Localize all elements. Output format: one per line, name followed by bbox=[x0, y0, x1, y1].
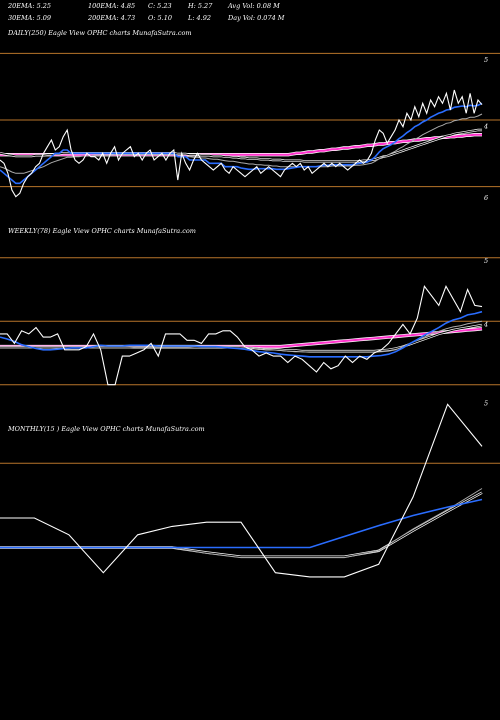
daily-price-line bbox=[0, 89, 483, 198]
weekly-chart-title: WEEKLY(78) Eagle View OPHC charts Munafa… bbox=[8, 227, 196, 235]
daily-ema-mid-line bbox=[0, 113, 483, 174]
header-stat-30ema: 30EMA: 5.09 bbox=[8, 14, 51, 22]
weekly-chart-panel: WEEKLY(78) Eagle View OPHC charts Munafa… bbox=[0, 194, 500, 386]
header-stat-200ema: 200EMA: 4.73 bbox=[87, 14, 135, 22]
header-stat-20ema: 20EMA: 5.25 bbox=[7, 2, 51, 10]
monthly-chart-title: MONTHLY(15 ) Eagle View OPHC charts Muna… bbox=[7, 425, 205, 433]
monthly-price-line bbox=[0, 403, 483, 578]
header-stat-100ema: 100EMA: 4.85 bbox=[88, 2, 135, 10]
daily-y-tick-label: 5 bbox=[484, 56, 488, 64]
daily-ema-magenta-line bbox=[0, 133, 482, 156]
weekly-y-tick-label: 5 bbox=[484, 257, 488, 265]
monthly-y-tick-label: 5 bbox=[484, 399, 488, 407]
header-stat-day-vol: Day Vol: 0.074 M bbox=[227, 14, 285, 22]
weekly-y-tick-label: 6 bbox=[484, 194, 488, 202]
header-stat-close: C: 5.23 bbox=[148, 2, 172, 10]
daily-chart-panel: DAILY(250) Eagle View OPHC charts Munafa… bbox=[0, 29, 500, 198]
header-stats: 20EMA: 5.25 100EMA: 4.85 C: 5.23 H: 5.27 Avg… bbox=[7, 2, 285, 22]
header-stat-low: L: 4.92 bbox=[187, 14, 211, 22]
daily-ema-fast-line bbox=[0, 102, 483, 185]
monthly-chart-panel: MONTHLY(15 ) Eagle View OPHC charts Muna… bbox=[0, 399, 500, 578]
header-stat-avg-vol: Avg Vol: 0.08 M bbox=[227, 2, 280, 10]
weekly-ema-fast-line bbox=[0, 310, 483, 358]
header-stat-high: H: 5.27 bbox=[187, 2, 213, 10]
daily-y-tick-label: 4 bbox=[483, 123, 488, 131]
weekly-y-tick-label: 4 bbox=[483, 321, 488, 329]
header-stat-open: O: 5.10 bbox=[148, 14, 172, 22]
weekly-price-line bbox=[0, 285, 483, 386]
daily-chart-title: DAILY(250) Eagle View OPHC charts Munafa… bbox=[7, 29, 192, 37]
